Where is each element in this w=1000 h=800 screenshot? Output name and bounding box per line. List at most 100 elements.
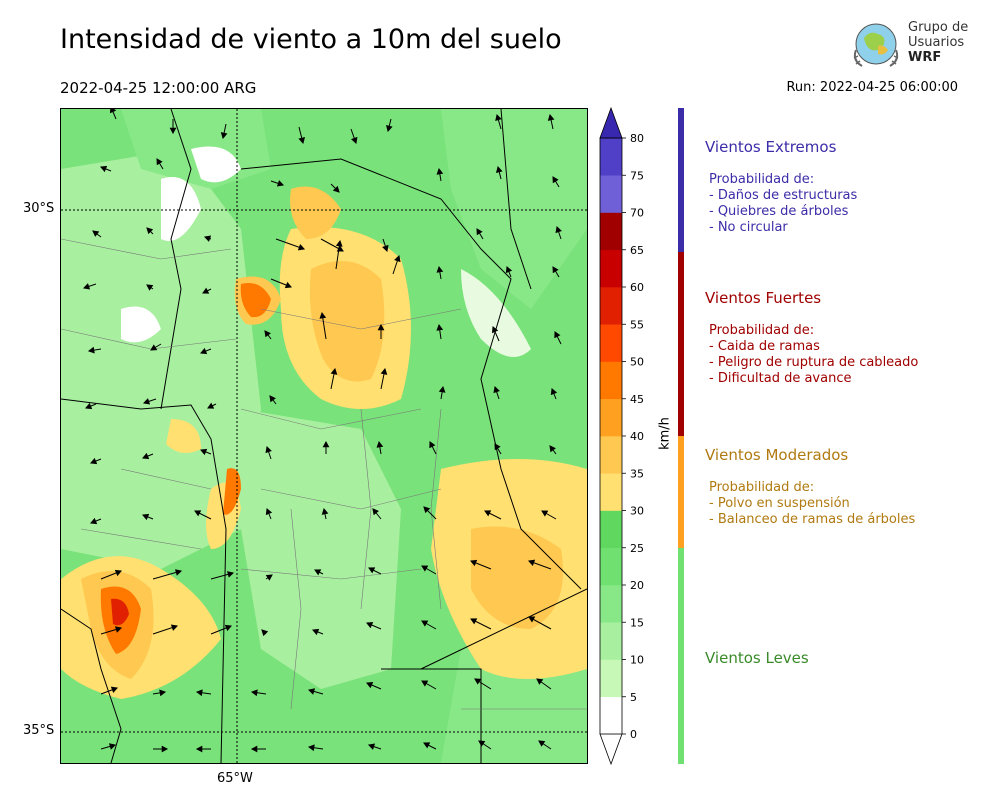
colorbar-segment	[600, 585, 622, 623]
wind-vector-head	[380, 367, 388, 375]
wind-vector-head	[203, 235, 212, 242]
wind-vector-head	[372, 508, 379, 516]
valid-time: 2022-04-25 12:00:00 ARG	[60, 79, 257, 97]
category-title-moderate: Vientos Moderados	[705, 446, 849, 464]
wind-vector-head	[269, 395, 276, 403]
wind-vector-head	[351, 136, 358, 145]
category-desc-strong: Probabilidad de: - Caida de ramas - Peli…	[709, 323, 918, 387]
wind-field-plot	[60, 106, 588, 764]
colorbar-max-extension	[599, 106, 623, 139]
wind-vector-head	[436, 265, 444, 273]
wind-vector-head	[552, 176, 559, 184]
wind-vector-head	[114, 626, 123, 633]
wind-vector-head	[421, 680, 429, 687]
wind-vector-head	[495, 165, 503, 173]
wind-vector-head	[493, 385, 500, 394]
category-title-light: Vientos Leves	[705, 649, 809, 667]
colorbar-tick-label: 60	[630, 281, 644, 294]
wind-vector-head	[366, 681, 374, 689]
wind-vector-head	[505, 266, 513, 274]
wind-vector-head	[555, 225, 562, 234]
lat-label-35s: 35°S	[23, 723, 55, 738]
wind-vector-head	[195, 689, 203, 697]
wrf-group-logo: Grupo de Usuarios WRF	[848, 16, 978, 76]
wind-vector-head	[423, 506, 431, 514]
wind-vector-head	[207, 402, 215, 409]
colorbar-unit: km/h	[657, 417, 673, 450]
category-desc-moderate: Probabilidad de: - Polvo en suspensión -…	[709, 480, 915, 528]
colorbar-tick-label: 70	[630, 207, 644, 220]
colorbar-scale: 0 5 10 15 20 25 30 35 40 45 50 55 60 65 70 75 80	[599, 106, 644, 766]
wind-vector-head	[377, 323, 385, 331]
wind-vector-head	[82, 283, 91, 290]
wind-vector-head	[476, 228, 483, 236]
wind-vector-head	[541, 510, 549, 517]
wind-vector-head	[312, 628, 320, 636]
colorbar-tick-label: 35	[630, 467, 644, 480]
wind-vector-head	[250, 745, 258, 753]
wind-vector-head	[307, 688, 316, 695]
desc-item: - Polvo en suspensión	[709, 496, 850, 511]
colorbar-tick-label: 55	[630, 318, 644, 331]
desc-item: - Quiebres de árboles	[709, 204, 849, 219]
wind-vector-head	[330, 367, 338, 375]
lon-label-65w: 65°W	[217, 771, 253, 786]
colorbar-segment	[600, 138, 622, 176]
colorbar-tick-label: 50	[630, 356, 644, 369]
category-title-strong: Vientos Fuertes	[705, 289, 822, 307]
category-bar-moderate	[678, 436, 684, 548]
wind-vector-head	[394, 254, 401, 263]
wind-vector-head	[159, 689, 167, 697]
wind-vector-head	[200, 448, 208, 456]
wind-vector-head	[297, 244, 306, 251]
wind-vector-head	[484, 510, 492, 517]
colorbar-tick-label: 10	[630, 654, 644, 667]
wind-vector-head	[200, 347, 208, 355]
colorbar-segment	[600, 622, 622, 660]
wind-vector-head	[161, 745, 169, 753]
category-bar-strong	[678, 252, 684, 436]
wind-vector-head	[423, 742, 431, 749]
wind-vector-head	[100, 165, 108, 173]
wind-vector-head	[108, 743, 117, 750]
category-bar-light	[678, 548, 684, 764]
wind-vector-head	[92, 230, 100, 237]
map-title: Intensidad de viento a 10m del suelo	[60, 24, 562, 55]
wind-vector-head	[174, 569, 183, 576]
desc-item: - No circular	[709, 220, 788, 235]
colorbar-tick-label: 40	[630, 430, 644, 443]
desc-heading: Probabilidad de:	[709, 172, 815, 187]
wind-vector-head	[367, 743, 376, 750]
category-bar-extreme	[678, 108, 684, 252]
colorbar-tick-label: 30	[630, 505, 644, 518]
wind-vector-head	[478, 740, 486, 747]
colorbar-tick-label: 15	[630, 616, 644, 629]
wind-vector-head	[90, 517, 98, 525]
lat-label-30s: 30°S	[23, 201, 55, 216]
wind-vector-head	[142, 513, 150, 521]
wind-vector-head	[265, 574, 273, 581]
colorbar-tick-label: 25	[630, 542, 644, 555]
wind-vector-head	[87, 346, 95, 354]
category-desc-extreme: Probabilidad de: - Daños de estructuras …	[709, 172, 857, 236]
wind-vector-head	[90, 457, 98, 465]
colorbar-segment	[600, 287, 622, 325]
wind-vector-head	[284, 281, 292, 289]
colorbar-segment	[600, 361, 622, 400]
colorbar-tick-label: 5	[630, 691, 637, 704]
wind-vector-head	[226, 571, 235, 578]
wind-vector-head	[265, 445, 272, 454]
colorbar-tick-label: 75	[630, 169, 644, 182]
wind-vector-head	[421, 565, 429, 572]
colorbar-tick-label: 80	[630, 132, 644, 145]
colorbar-segment	[600, 436, 622, 474]
wind-vector-head	[156, 158, 163, 166]
wind-vector-head	[265, 508, 273, 516]
colorbar-segment	[600, 547, 622, 586]
wind-vector-head	[536, 678, 544, 685]
wind-vector-head	[220, 132, 228, 140]
colorbar-segment	[600, 696, 622, 735]
wind-vector-head	[195, 745, 203, 753]
wind-vector-head	[224, 624, 232, 632]
wind-vector-head	[491, 326, 499, 334]
